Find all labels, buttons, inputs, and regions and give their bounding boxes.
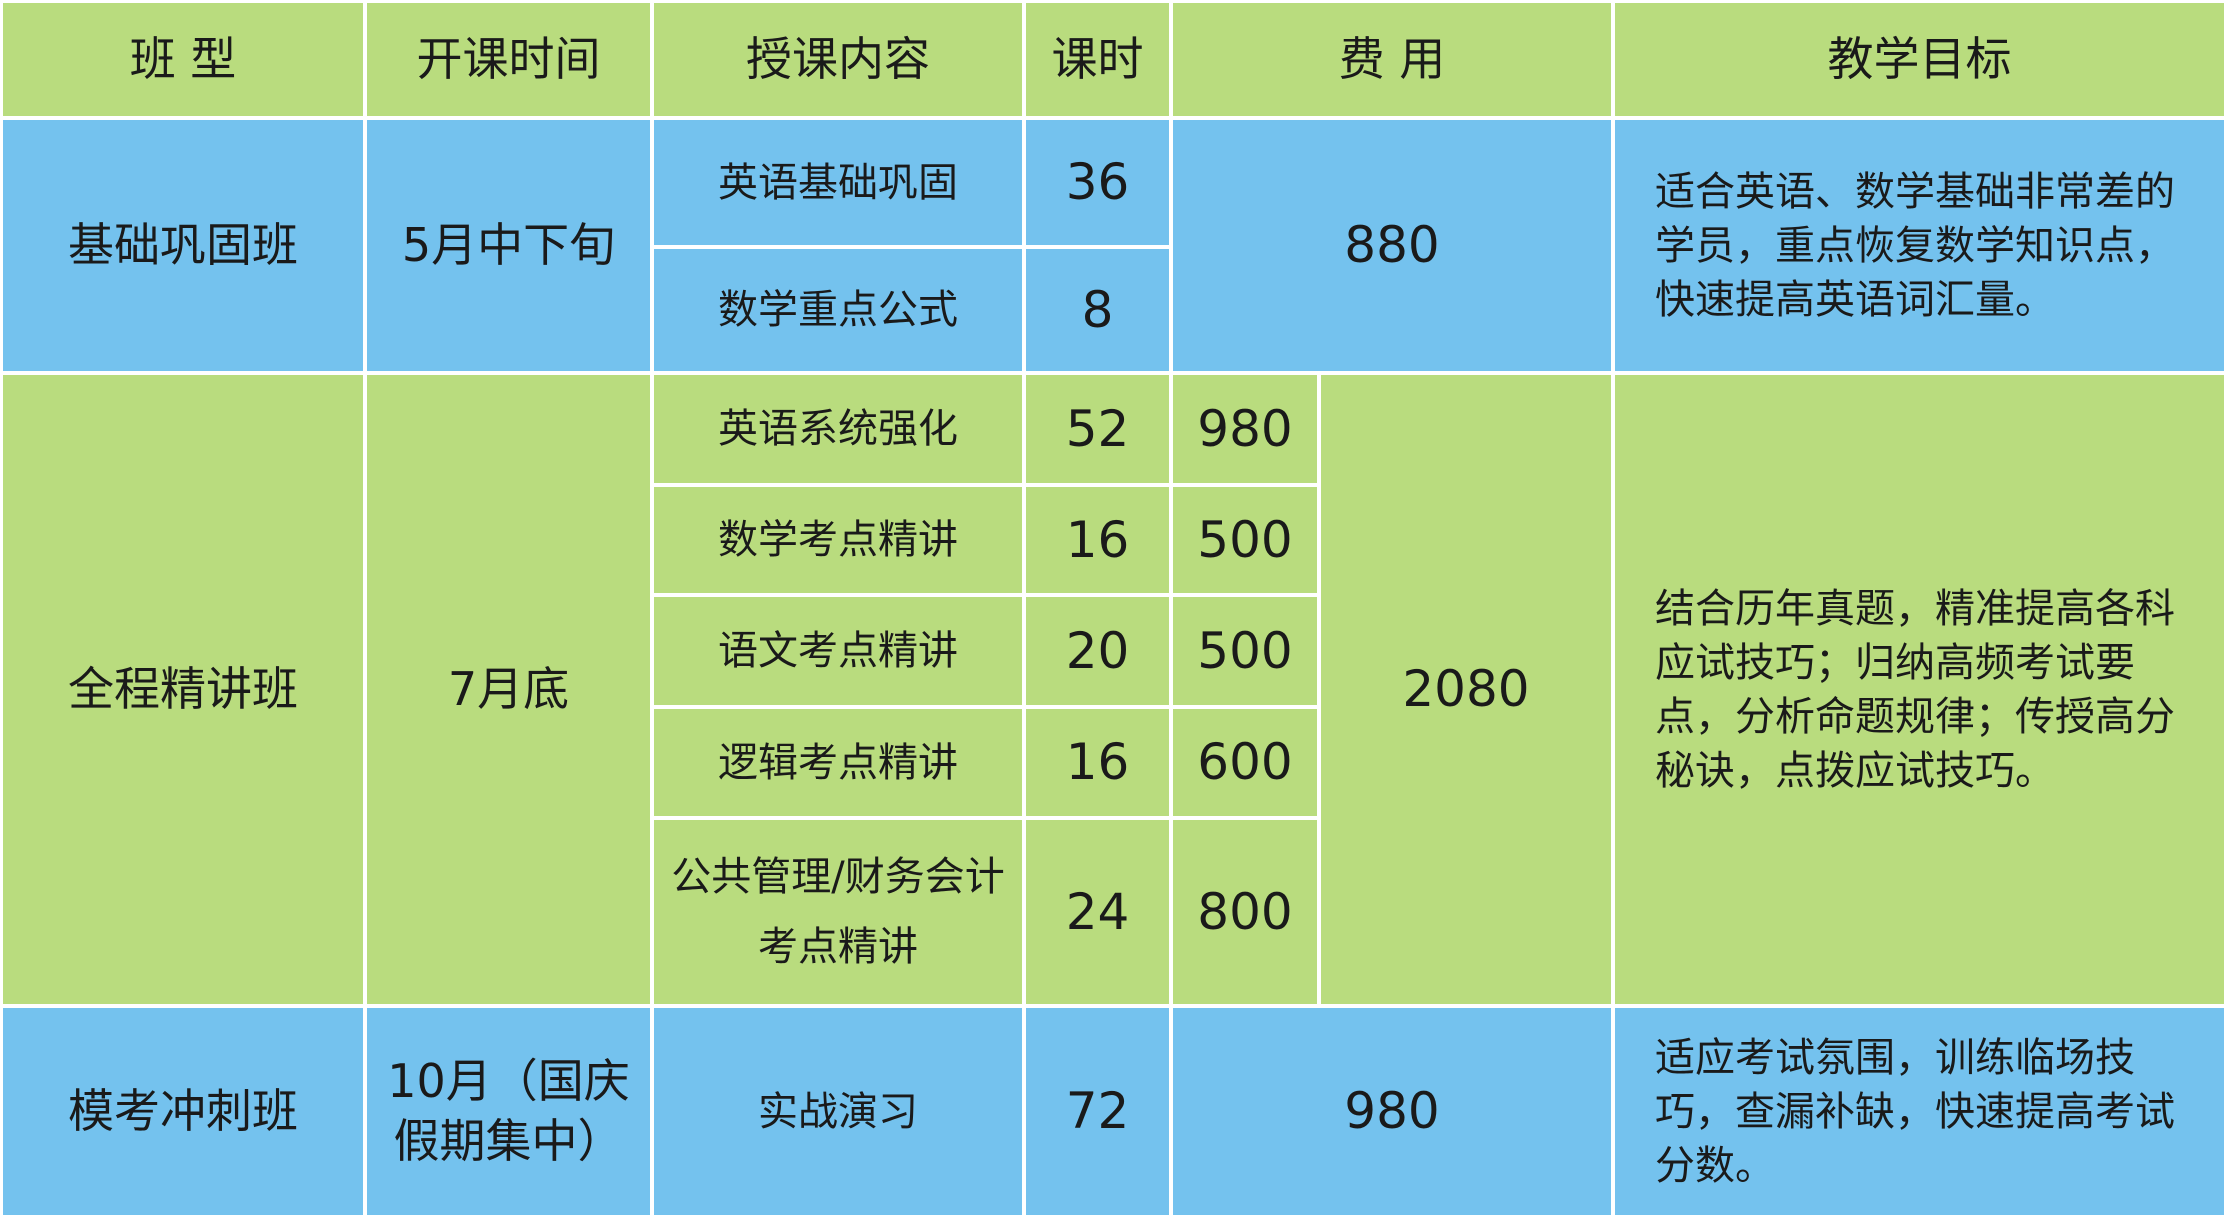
course-fee: 980 xyxy=(1173,375,1317,483)
class-name: 全程精讲班 xyxy=(3,375,363,1004)
header-content: 授课内容 xyxy=(654,3,1022,116)
course-hours: 16 xyxy=(1026,709,1169,816)
start-time: 10月（国庆假期集中） xyxy=(367,1008,650,1215)
course-name: 英语系统强化 xyxy=(654,375,1022,483)
header-goal: 教学目标 xyxy=(1615,3,2224,116)
start-time: 5月中下旬 xyxy=(367,120,650,371)
class-name: 基础巩固班 xyxy=(3,120,363,371)
course-fee: 500 xyxy=(1173,597,1317,705)
total-fee: 2080 xyxy=(1321,375,1611,1004)
course-hours: 24 xyxy=(1026,820,1169,1004)
header-hours: 课时 xyxy=(1026,3,1169,116)
course-hours: 36 xyxy=(1026,120,1169,245)
header-fee: 费 用 xyxy=(1173,3,1611,116)
total-fee: 980 xyxy=(1173,1008,1611,1215)
course-fee: 800 xyxy=(1173,820,1317,1004)
course-name: 英语基础巩固 xyxy=(654,120,1022,245)
teaching-goal: 结合历年真题，精准提高各科应试技巧；归纳高频考试要点，分析命题规律；传授高分秘诀… xyxy=(1615,375,2224,1004)
header-start-time: 开课时间 xyxy=(367,3,650,116)
course-name: 公共管理/财务会计考点精讲 xyxy=(654,820,1022,1004)
teaching-goal: 适应考试氛围，训练临场技巧，查漏补缺，快速提高考试分数。 xyxy=(1615,1008,2224,1215)
course-fee: 600 xyxy=(1173,709,1317,816)
course-name: 实战演习 xyxy=(654,1008,1022,1215)
course-name: 数学考点精讲 xyxy=(654,487,1022,593)
course-hours: 72 xyxy=(1026,1008,1169,1215)
header-class-type: 班 型 xyxy=(3,3,363,116)
start-time: 7月底 xyxy=(367,375,650,1004)
total-fee: 880 xyxy=(1173,120,1611,371)
course-name: 数学重点公式 xyxy=(654,249,1022,371)
course-hours: 16 xyxy=(1026,487,1169,593)
course-fee: 500 xyxy=(1173,487,1317,593)
course-hours: 20 xyxy=(1026,597,1169,705)
class-name: 模考冲刺班 xyxy=(3,1008,363,1215)
course-name: 语文考点精讲 xyxy=(654,597,1022,705)
teaching-goal: 适合英语、数学基础非常差的学员，重点恢复数学知识点，快速提高英语词汇量。 xyxy=(1615,120,2224,371)
course-hours: 52 xyxy=(1026,375,1169,483)
course-name: 逻辑考点精讲 xyxy=(654,709,1022,816)
course-hours: 8 xyxy=(1026,249,1169,371)
